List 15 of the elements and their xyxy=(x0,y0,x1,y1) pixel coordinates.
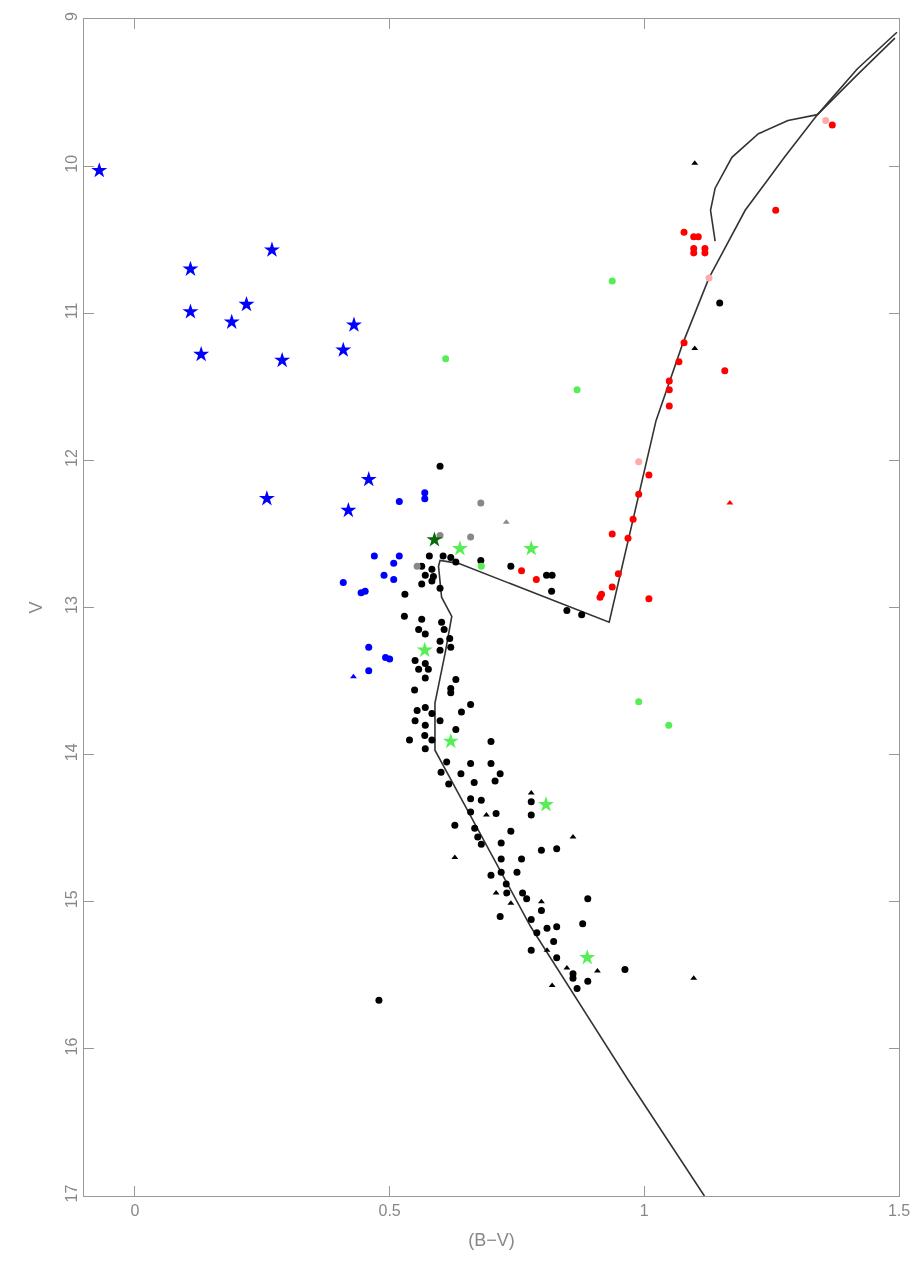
x-tick-label: 0 xyxy=(130,1202,140,1220)
y-tick-label: 16 xyxy=(62,1037,80,1056)
y-tick-label: 10 xyxy=(62,154,80,173)
x-tick-label: 1 xyxy=(639,1202,649,1220)
x-axis-title: (B−V) xyxy=(468,1230,515,1251)
y-tick-label: 17 xyxy=(62,1184,80,1203)
y-tick-label: 14 xyxy=(62,743,80,762)
y-tick-label: 13 xyxy=(62,596,80,614)
x-tick-label: 1.5 xyxy=(887,1202,911,1220)
y-tick-label: 15 xyxy=(62,890,80,909)
y-tick-label: 9 xyxy=(62,12,80,22)
y-axis-title: V xyxy=(25,601,46,614)
y-tick-label: 11 xyxy=(62,302,80,320)
y-tick-label: 12 xyxy=(62,448,80,467)
x-tick-label: 0.5 xyxy=(378,1202,401,1220)
